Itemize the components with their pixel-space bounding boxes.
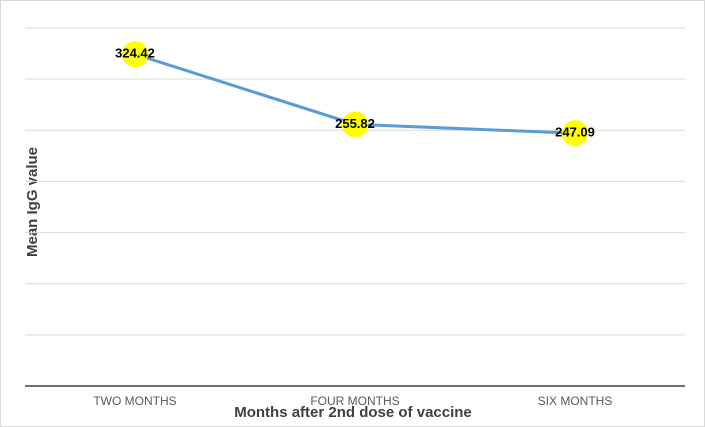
y-axis-title: Mean IgG value [24, 147, 41, 257]
data-label: 247.09 [555, 125, 595, 140]
x-tick-label: FOUR MONTHS [310, 394, 399, 408]
x-tick-label: SIX MONTHS [538, 394, 613, 408]
marker [122, 41, 148, 68]
data-label: 324.42 [115, 46, 155, 61]
x-axis-title: Months after 2nd dose of vaccine [234, 404, 472, 421]
marker [562, 120, 588, 147]
marker [342, 111, 368, 138]
x-tick-label: TWO MONTHS [93, 394, 176, 408]
data-label: 255.82 [335, 116, 375, 131]
